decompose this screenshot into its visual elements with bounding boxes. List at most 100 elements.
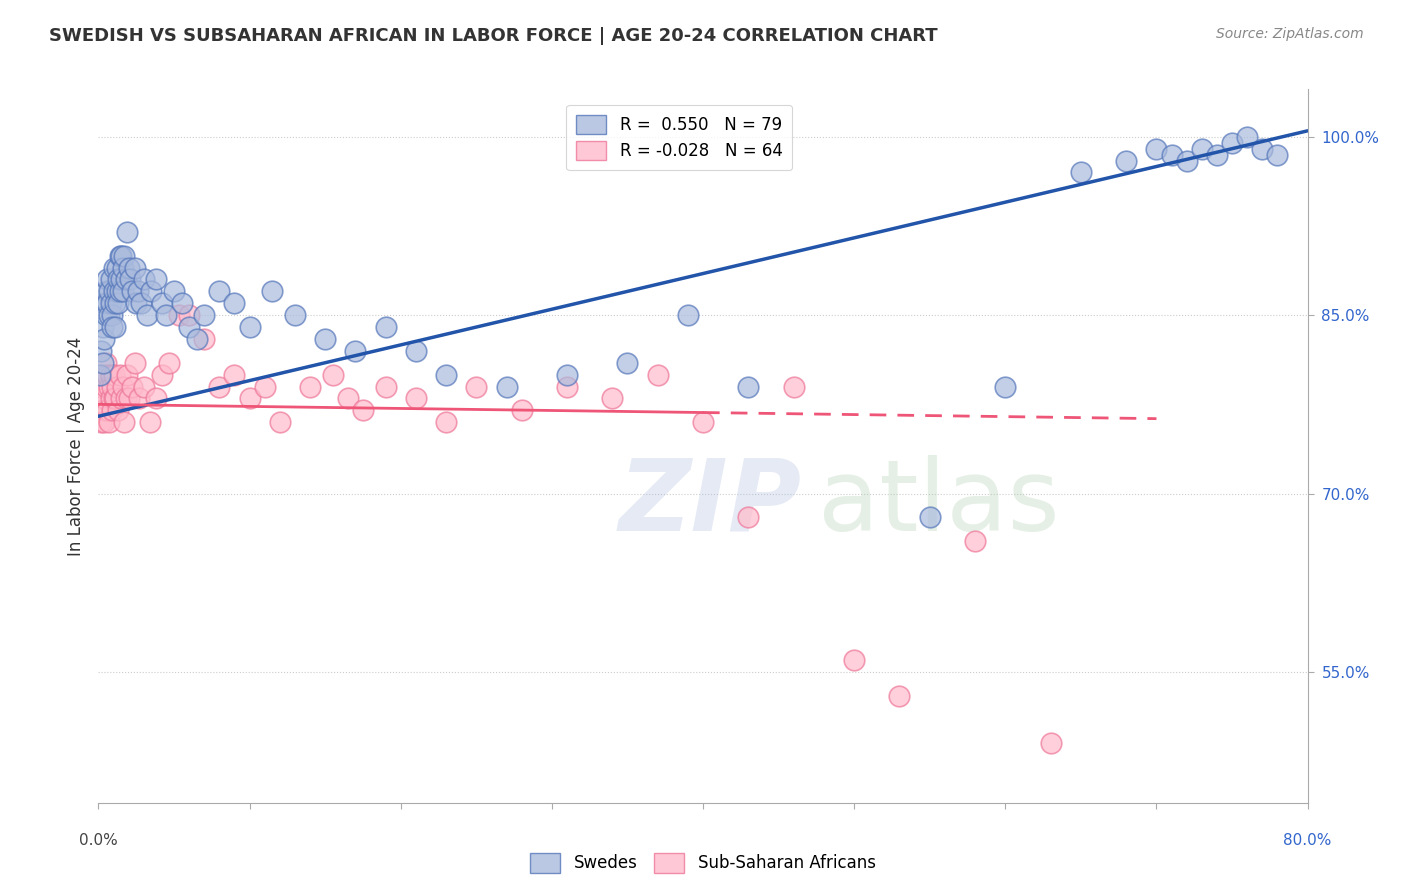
Point [224, 368, 246, 382]
Point [647, 368, 669, 382]
Point [737, 510, 759, 524]
Point [1220, 136, 1243, 150]
Point [314, 332, 336, 346]
Point [208, 379, 231, 393]
Point [101, 308, 124, 322]
Point [110, 272, 132, 286]
Point [1206, 147, 1229, 161]
Point [120, 272, 142, 286]
Point [262, 285, 284, 299]
Point [118, 392, 141, 406]
Point [105, 285, 128, 299]
Point [193, 332, 215, 346]
Point [692, 415, 714, 429]
Point [132, 272, 155, 286]
Point [889, 689, 911, 703]
Point [1236, 129, 1258, 144]
Point [101, 379, 124, 393]
Point [555, 379, 578, 393]
Point [103, 260, 125, 275]
Point [844, 653, 866, 667]
Point [125, 296, 148, 310]
Point [108, 285, 131, 299]
Point [111, 260, 134, 275]
Point [89, 392, 111, 406]
Point [139, 415, 162, 429]
Point [163, 285, 186, 299]
Point [104, 392, 127, 406]
Point [224, 296, 246, 310]
Point [1251, 142, 1274, 156]
Point [112, 415, 135, 429]
Point [1070, 165, 1092, 179]
Point [239, 392, 262, 406]
Point [1267, 147, 1289, 161]
Legend: R =  0.550   N = 79, R = -0.028   N = 64: R = 0.550 N = 79, R = -0.028 N = 64 [567, 104, 793, 169]
Point [299, 379, 322, 393]
Point [96, 403, 118, 417]
Point [965, 534, 987, 549]
Point [994, 379, 1017, 393]
Point [186, 332, 208, 346]
Point [89, 368, 111, 382]
Point [121, 285, 143, 299]
Point [127, 285, 149, 299]
Point [322, 368, 344, 382]
Point [112, 249, 135, 263]
Point [98, 285, 121, 299]
Point [602, 392, 624, 406]
Point [110, 249, 132, 263]
Point [510, 403, 533, 417]
Point [94, 285, 117, 299]
Point [170, 296, 193, 310]
Point [90, 415, 112, 429]
Point [107, 296, 129, 310]
Point [253, 379, 276, 393]
Text: Source: ZipAtlas.com: Source: ZipAtlas.com [1216, 27, 1364, 41]
Point [1115, 153, 1137, 168]
Text: ZIP: ZIP [619, 455, 801, 551]
Point [108, 368, 131, 382]
Point [100, 368, 122, 382]
Point [676, 308, 699, 322]
Point [111, 379, 134, 393]
Point [101, 403, 124, 417]
Point [93, 392, 115, 406]
Point [405, 392, 427, 406]
Point [91, 320, 114, 334]
Point [96, 368, 118, 382]
Point [118, 260, 141, 275]
Point [179, 308, 201, 322]
Point [111, 285, 134, 299]
Point [107, 403, 129, 417]
Point [96, 272, 118, 286]
Point [94, 379, 117, 393]
Point [150, 296, 173, 310]
Point [105, 379, 128, 393]
Point [336, 392, 359, 406]
Point [101, 320, 124, 334]
Point [93, 415, 115, 429]
Point [434, 368, 457, 382]
Point [1144, 142, 1167, 156]
Text: atlas: atlas [818, 455, 1060, 551]
Point [124, 260, 146, 275]
Point [1160, 147, 1182, 161]
Point [98, 415, 121, 429]
Point [124, 356, 146, 370]
Point [208, 285, 231, 299]
Point [918, 510, 941, 524]
Point [495, 379, 517, 393]
Point [344, 343, 367, 358]
Point [104, 320, 127, 334]
Point [103, 285, 125, 299]
Point [737, 379, 759, 393]
Point [1039, 736, 1062, 750]
Point [91, 356, 114, 370]
Legend: Swedes, Sub-Saharan Africans: Swedes, Sub-Saharan Africans [523, 847, 883, 880]
Point [93, 296, 115, 310]
Point [132, 379, 155, 393]
Point [114, 392, 136, 406]
Point [108, 249, 131, 263]
Point [284, 308, 307, 322]
